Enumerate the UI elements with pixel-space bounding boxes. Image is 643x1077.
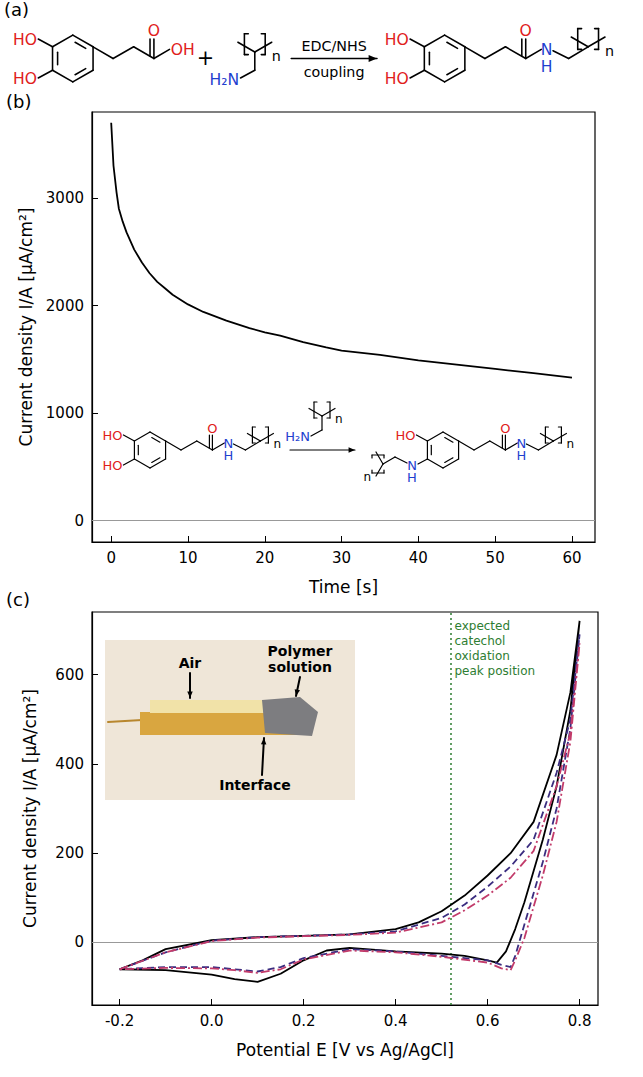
svg-text:n: n: [605, 43, 614, 59]
svg-text:N: N: [407, 458, 417, 473]
svg-text:peak position: peak position: [455, 664, 536, 678]
svg-text:coupling: coupling: [304, 64, 365, 80]
svg-text:oxidation: oxidation: [455, 649, 510, 663]
svg-text:H: H: [517, 448, 527, 463]
svg-text:n: n: [566, 437, 574, 451]
svg-text:+: +: [197, 46, 214, 70]
svg-text:0: 0: [74, 933, 84, 951]
svg-text:N: N: [224, 436, 234, 451]
svg-text:Current density I/A [µA/cm²]: Current density I/A [µA/cm²]: [20, 689, 40, 928]
svg-text:600: 600: [55, 666, 84, 684]
svg-text:200: 200: [55, 844, 84, 862]
svg-text:(c): (c): [6, 589, 30, 610]
svg-text:0.8: 0.8: [568, 1012, 592, 1030]
svg-text:1000: 1000: [46, 404, 84, 422]
svg-text:H: H: [224, 448, 234, 463]
svg-text:solution: solution: [268, 659, 332, 675]
svg-text:HO: HO: [102, 428, 122, 443]
svg-text:HO: HO: [385, 70, 409, 88]
svg-text:n: n: [272, 48, 281, 64]
svg-text:n: n: [335, 412, 343, 426]
svg-text:HO: HO: [13, 70, 37, 88]
svg-text:N: N: [517, 436, 527, 451]
svg-text:H₂N: H₂N: [285, 429, 310, 444]
svg-text:(b): (b): [6, 91, 31, 112]
svg-text:HO: HO: [102, 458, 122, 473]
svg-text:20: 20: [255, 549, 274, 567]
svg-text:H₂N: H₂N: [210, 71, 240, 89]
svg-text:Time [s]: Time [s]: [308, 577, 378, 597]
svg-text:10: 10: [178, 549, 197, 567]
svg-text:0: 0: [74, 512, 84, 530]
svg-text:0: 0: [106, 549, 116, 567]
svg-text:40: 40: [409, 549, 428, 567]
svg-text:-0.2: -0.2: [105, 1012, 134, 1030]
svg-text:400: 400: [55, 755, 84, 773]
svg-text:n: n: [363, 470, 371, 484]
svg-text:(a): (a): [4, 0, 29, 20]
svg-text:50: 50: [486, 549, 505, 567]
svg-text:Polymer: Polymer: [268, 643, 333, 659]
svg-text:0.2: 0.2: [292, 1012, 316, 1030]
svg-text:O: O: [500, 421, 510, 436]
svg-text:H: H: [407, 470, 417, 485]
svg-text:Interface: Interface: [219, 777, 291, 793]
svg-text:Current density I/A [µA/cm²]: Current density I/A [µA/cm²]: [16, 208, 36, 447]
svg-text:n: n: [273, 437, 281, 451]
svg-text:3000: 3000: [46, 189, 84, 207]
svg-text:H: H: [541, 58, 553, 76]
svg-text:2000: 2000: [46, 297, 84, 315]
svg-text:HO: HO: [395, 428, 415, 443]
svg-text:30: 30: [332, 549, 351, 567]
svg-text:Air: Air: [179, 655, 202, 671]
svg-text:catechol: catechol: [455, 634, 506, 648]
svg-text:0.4: 0.4: [384, 1012, 408, 1030]
svg-text:N: N: [541, 41, 553, 59]
svg-text:OH: OH: [171, 41, 195, 59]
svg-text:0.0: 0.0: [200, 1012, 224, 1030]
svg-text:0.6: 0.6: [476, 1012, 500, 1030]
svg-text:O: O: [520, 22, 532, 40]
svg-text:EDC/NHS: EDC/NHS: [301, 38, 366, 54]
svg-text:HO: HO: [13, 31, 37, 49]
svg-text:O: O: [148, 22, 160, 40]
svg-text:HO: HO: [385, 31, 409, 49]
svg-text:60: 60: [562, 549, 581, 567]
svg-text:expected: expected: [455, 619, 511, 633]
svg-text:Potential E [V vs Ag/AgCl]: Potential E [V vs Ag/AgCl]: [236, 1040, 454, 1060]
svg-text:O: O: [207, 421, 217, 436]
